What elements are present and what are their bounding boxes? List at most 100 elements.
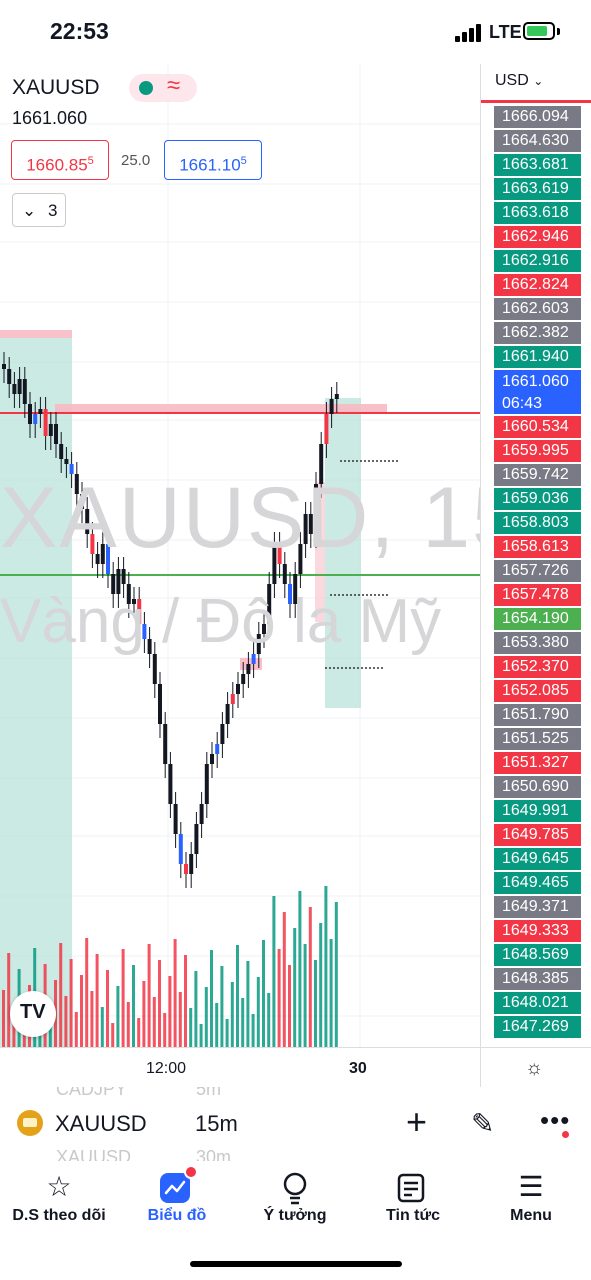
price-chart[interactable] (0, 64, 480, 1047)
sell-button[interactable]: 1660.855 (11, 140, 109, 180)
candle-body (48, 424, 53, 436)
settings-gear-icon[interactable]: ☼ (525, 1057, 544, 1079)
candle-body (314, 484, 318, 534)
candle-body (121, 569, 126, 584)
candlesticks (2, 352, 339, 888)
volume-bar (132, 965, 135, 1047)
legend-symbol[interactable]: XAUUSD (12, 76, 100, 99)
spread-value: 25.0 (121, 152, 151, 169)
candle-body (126, 584, 131, 604)
price-label: 1658.613 (494, 536, 581, 558)
candle-body (288, 584, 292, 604)
indicators-toggle-button[interactable]: ⌄ 3 (12, 193, 66, 227)
ask-price: 1661.10 (179, 155, 241, 175)
currency-selector[interactable]: USD ⌄ (495, 72, 543, 90)
candle-body (298, 544, 303, 574)
candle-body (308, 514, 313, 534)
interval-button[interactable]: 15m (195, 1111, 238, 1136)
price-label: 1663.681 (494, 154, 581, 176)
resistance-zone (55, 404, 387, 413)
price-label: 1666.094 (494, 106, 581, 128)
volume-bar (137, 1018, 141, 1047)
volume-bar (194, 971, 198, 1047)
price-label-text: 1649.785 (502, 826, 569, 843)
candle-body (43, 409, 48, 436)
volume-bar (163, 1013, 167, 1047)
position-stop-zone-left (0, 330, 72, 338)
nav-news[interactable]: Tin tức (354, 1161, 472, 1251)
candle-body (132, 599, 136, 604)
signal-icon (455, 24, 481, 42)
volume-bar (184, 955, 187, 1047)
delay-wave-icon: ≈ (167, 72, 181, 99)
price-label-text: 1661.940 (502, 348, 569, 365)
volume-bar (251, 1014, 255, 1047)
price-label: 1653.380 (494, 632, 581, 654)
candle-body (246, 664, 251, 674)
volume-bar (334, 902, 338, 1047)
candle-body (59, 444, 64, 459)
market-status-pill[interactable]: ≈ (129, 72, 197, 102)
price-label-text: 1662.916 (502, 252, 569, 269)
price-label-text: 1662.603 (502, 300, 569, 317)
volume-bar (142, 981, 146, 1047)
volume-bar (80, 975, 83, 1047)
nav-chart-label: Biểu đồ (147, 1207, 207, 1224)
candle-body (303, 514, 308, 544)
candle-body (33, 414, 38, 424)
network-label: LTE (489, 22, 522, 42)
ghost-symbol-above: CADJPY 5m (56, 1087, 221, 1100)
price-label: 1659.036 (494, 488, 581, 510)
candle-body (90, 534, 95, 554)
price-label-text: 1654.190 (502, 610, 569, 627)
volume-bar (121, 949, 125, 1047)
price-label-text: 1660.534 (502, 418, 569, 435)
chart-area[interactable]: XAUUSD, 15 Vàng / Đô la Mỹ XAUUSD ≈ 1661… (0, 64, 480, 1047)
volume-bar (90, 991, 94, 1047)
candle-body (293, 574, 298, 604)
candle-body (28, 404, 32, 424)
price-label: 1649.785 (494, 824, 581, 846)
candle-body (147, 639, 152, 654)
nav-ideas[interactable]: Ý tưởng (236, 1161, 354, 1251)
volume-bar (256, 977, 260, 1047)
nav-menu[interactable]: ☰ Menu (472, 1161, 590, 1251)
candle-body (220, 724, 225, 744)
candle-body (189, 854, 194, 874)
price-label-text: 1662.382 (502, 324, 569, 341)
volume-bar (288, 965, 291, 1047)
volume-bar (204, 987, 208, 1047)
more-options-icon[interactable]: ••• (540, 1105, 571, 1135)
nav-watchlist[interactable]: ☆ D.S theo dõi (0, 1161, 118, 1251)
price-label-text: 1653.380 (502, 634, 569, 651)
price-axis[interactable]: USD ⌄ 1666.094 1664.630 1663.681 1663.619 16… (480, 64, 591, 1047)
volume-bar (173, 939, 177, 1047)
chevron-down-icon: ⌄ (22, 201, 37, 220)
nav-chart[interactable]: Biểu đồ (118, 1161, 236, 1251)
price-label: 1663.618 (494, 202, 581, 224)
ghost-symbol-below: XAUUSD 30m (56, 1147, 231, 1161)
volume-bar (262, 940, 265, 1047)
price-label-text: 1659.036 (502, 490, 569, 507)
symbol-search-button[interactable]: XAUUSD (55, 1111, 147, 1136)
volume-bar (168, 976, 172, 1047)
price-label-text: 1647.269 (502, 1018, 569, 1035)
add-plus-icon[interactable]: + (406, 1101, 428, 1142)
volume-bar (319, 923, 323, 1047)
price-label: 1663.619 (494, 178, 581, 200)
buy-button[interactable]: 1661.105 (164, 140, 262, 180)
price-label-text: 1662.824 (502, 276, 569, 293)
volume-bar (189, 1008, 193, 1047)
volume-bar (246, 961, 250, 1047)
candle-body (64, 459, 69, 464)
chart-toolbar: CADJPY 5m XAUUSD 30m XAUUSD 15m + ✎ ••• (0, 1087, 591, 1162)
candle-body (241, 674, 246, 684)
time-axis[interactable]: 12:00 30 ☼ (0, 1047, 591, 1088)
tradingview-logo-icon: TV (20, 1001, 46, 1023)
price-label: 1651.790 (494, 704, 581, 726)
drawing-pen-icon[interactable]: ✎ (471, 1108, 495, 1139)
tradingview-logo[interactable]: TV (10, 991, 56, 1037)
volume-bar (199, 1024, 203, 1047)
description-watermark: Vàng / Đô la Mỹ (0, 587, 442, 656)
price-label-text: 1666.094 (502, 108, 569, 125)
